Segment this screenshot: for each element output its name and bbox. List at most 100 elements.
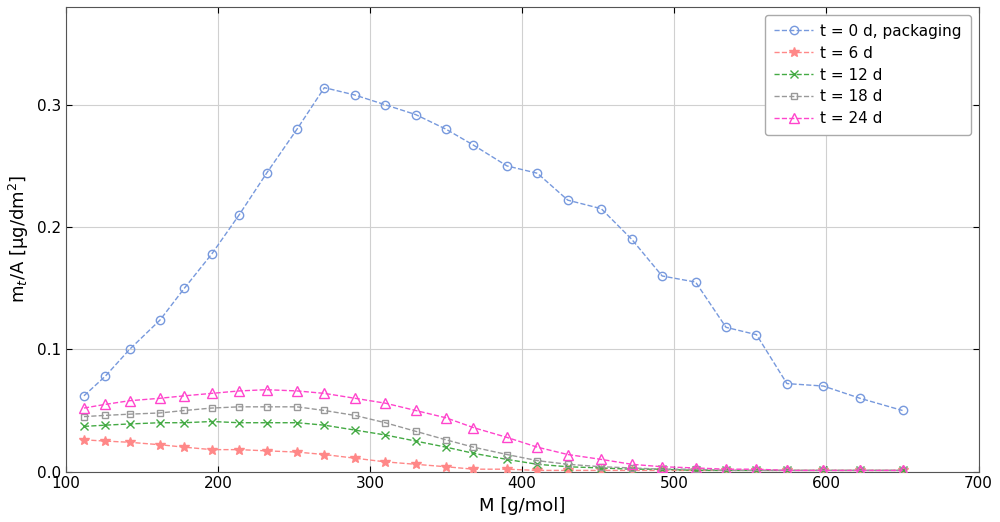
t = 18 d: [124, 411, 136, 417]
t = 12 d: [817, 467, 829, 473]
t = 18 d: [440, 437, 452, 443]
Line: t = 0 d, packaging: t = 0 d, packaging: [80, 84, 907, 414]
t = 18 d: [349, 412, 361, 419]
t = 0 d, packaging: [233, 212, 245, 218]
t = 24 d: [154, 395, 166, 401]
t = 18 d: [690, 466, 702, 472]
Line: t = 12 d: t = 12 d: [80, 417, 907, 474]
t = 0 d, packaging: [178, 285, 190, 291]
t = 6 d: [318, 452, 330, 458]
t = 12 d: [410, 438, 422, 444]
t = 18 d: [501, 452, 513, 458]
t = 18 d: [595, 464, 607, 470]
t = 0 d, packaging: [854, 395, 866, 401]
t = 24 d: [291, 388, 303, 394]
t = 6 d: [467, 466, 479, 472]
t = 0 d, packaging: [206, 251, 218, 257]
t = 12 d: [206, 418, 218, 424]
t = 12 d: [595, 465, 607, 471]
t = 6 d: [501, 466, 513, 472]
t = 0 d, packaging: [467, 142, 479, 148]
t = 18 d: [656, 466, 668, 472]
t = 24 d: [318, 390, 330, 397]
t = 12 d: [349, 427, 361, 433]
t = 0 d, packaging: [349, 92, 361, 98]
t = 6 d: [562, 467, 574, 473]
t = 0 d, packaging: [440, 126, 452, 133]
t = 0 d, packaging: [626, 236, 638, 242]
t = 12 d: [154, 420, 166, 426]
t = 18 d: [531, 457, 543, 464]
t = 18 d: [379, 420, 391, 426]
t = 6 d: [349, 455, 361, 461]
t = 6 d: [720, 467, 732, 473]
t = 24 d: [78, 405, 90, 411]
t = 0 d, packaging: [817, 383, 829, 389]
Y-axis label: m$_t$/A [μg/dm$^2$]: m$_t$/A [μg/dm$^2$]: [7, 175, 31, 303]
t = 6 d: [656, 467, 668, 473]
Line: t = 18 d: t = 18 d: [80, 404, 906, 474]
t = 24 d: [178, 393, 190, 399]
Line: t = 24 d: t = 24 d: [79, 385, 907, 475]
t = 0 d, packaging: [750, 331, 762, 338]
t = 12 d: [854, 467, 866, 473]
t = 6 d: [410, 461, 422, 467]
t = 18 d: [154, 410, 166, 416]
t = 12 d: [562, 464, 574, 470]
t = 18 d: [78, 413, 90, 420]
t = 24 d: [562, 452, 574, 458]
t = 24 d: [595, 456, 607, 462]
t = 6 d: [595, 467, 607, 473]
t = 0 d, packaging: [291, 126, 303, 133]
t = 12 d: [233, 420, 245, 426]
t = 18 d: [206, 405, 218, 411]
t = 24 d: [124, 398, 136, 404]
t = 6 d: [854, 467, 866, 473]
t = 6 d: [440, 464, 452, 470]
t = 18 d: [318, 407, 330, 413]
t = 0 d, packaging: [501, 163, 513, 169]
t = 24 d: [349, 395, 361, 401]
t = 12 d: [750, 467, 762, 473]
t = 18 d: [781, 467, 793, 473]
t = 24 d: [854, 467, 866, 473]
t = 24 d: [656, 464, 668, 470]
t = 18 d: [291, 404, 303, 410]
t = 0 d, packaging: [261, 170, 273, 176]
t = 24 d: [897, 467, 909, 473]
t = 18 d: [261, 404, 273, 410]
t = 24 d: [379, 400, 391, 406]
t = 6 d: [750, 467, 762, 473]
t = 0 d, packaging: [154, 317, 166, 323]
t = 12 d: [781, 467, 793, 473]
t = 0 d, packaging: [78, 393, 90, 399]
t = 6 d: [233, 446, 245, 453]
t = 6 d: [99, 438, 111, 444]
t = 24 d: [781, 467, 793, 473]
t = 0 d, packaging: [410, 111, 422, 117]
t = 18 d: [626, 465, 638, 471]
t = 12 d: [897, 467, 909, 473]
t = 0 d, packaging: [897, 407, 909, 413]
t = 18 d: [99, 412, 111, 419]
t = 0 d, packaging: [318, 85, 330, 91]
t = 24 d: [410, 407, 422, 413]
t = 12 d: [501, 456, 513, 462]
t = 6 d: [781, 467, 793, 473]
t = 18 d: [750, 467, 762, 473]
t = 12 d: [78, 423, 90, 430]
t = 18 d: [233, 404, 245, 410]
t = 12 d: [440, 444, 452, 450]
t = 18 d: [720, 467, 732, 473]
t = 0 d, packaging: [690, 279, 702, 285]
t = 6 d: [206, 446, 218, 453]
t = 18 d: [897, 467, 909, 473]
t = 12 d: [379, 432, 391, 438]
t = 6 d: [897, 467, 909, 473]
t = 6 d: [291, 449, 303, 455]
t = 24 d: [817, 467, 829, 473]
t = 12 d: [291, 420, 303, 426]
t = 24 d: [467, 424, 479, 431]
t = 24 d: [261, 387, 273, 393]
t = 6 d: [690, 467, 702, 473]
